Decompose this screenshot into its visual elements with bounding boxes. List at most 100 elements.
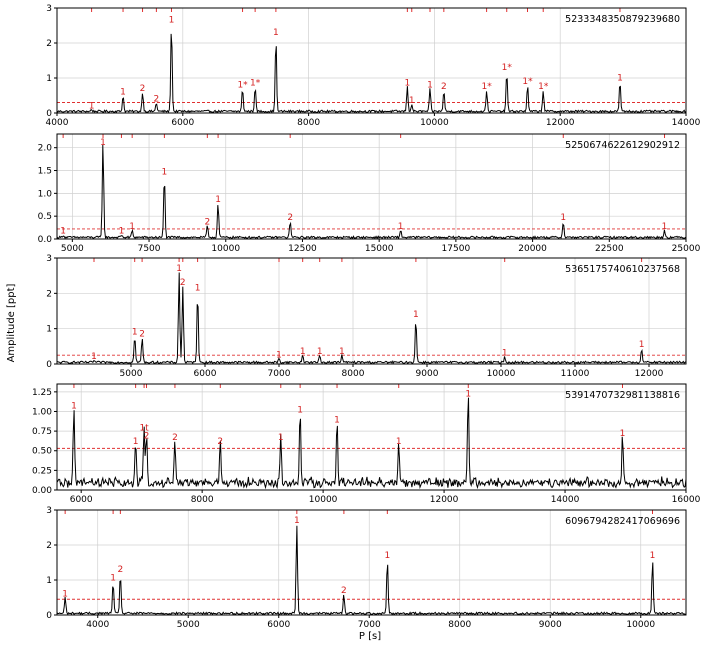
peak-label: 1 — [71, 401, 77, 411]
y-tick-label: 0.5 — [38, 212, 52, 222]
axes-frame — [56, 7, 687, 114]
peak-label: 1 — [278, 433, 284, 443]
x-tick-label: 22500 — [595, 244, 624, 254]
x-tick-label: 9000 — [539, 620, 562, 630]
peak-label: 1 — [110, 574, 116, 584]
y-tick-label: 0 — [46, 109, 52, 119]
x-tick-label: 6000 — [194, 369, 217, 379]
peak-label: 1 — [427, 80, 433, 90]
y-tick-label: 0.00 — [32, 486, 52, 496]
peak-label: 1 — [62, 589, 68, 599]
y-tick-label: 1 — [46, 74, 52, 84]
x-tick-label: 8000 — [297, 118, 320, 128]
y-tick-label: 1.0 — [38, 189, 53, 199]
peak-label: 1 — [620, 429, 626, 439]
x-tick-label: 12000 — [635, 369, 664, 379]
axes-frame — [56, 133, 687, 240]
y-tick-label: 1.25 — [32, 388, 52, 398]
peak-label: 1 — [297, 405, 303, 415]
axes-frame — [56, 509, 687, 616]
peak-label: 1 — [89, 101, 95, 111]
peak-label: 1 — [560, 213, 566, 223]
x-tick-label: 10000 — [626, 620, 655, 630]
x-tick-label: 5000 — [61, 244, 84, 254]
peak-label: 1 — [60, 227, 66, 237]
peak-label: 1 — [300, 347, 306, 357]
peak-label: 2 — [172, 433, 178, 443]
spectrum-line — [57, 525, 686, 615]
x-tick-label: 10000 — [211, 244, 240, 254]
peak-label: 1 — [273, 28, 279, 38]
peak-label: 1 — [404, 79, 410, 89]
peak-label: 1 — [162, 167, 168, 177]
peak-label: 1 — [133, 437, 139, 447]
y-tick-label: 0.75 — [32, 427, 52, 437]
panel-title: 6096794282417069696 — [565, 516, 680, 527]
y-tick-label: 0 — [46, 611, 52, 621]
peak-label: 2 — [204, 218, 210, 228]
peak-label: 1 — [502, 349, 508, 359]
x-tick-label: 17500 — [442, 244, 471, 254]
y-tick-label: 2.0 — [38, 144, 53, 154]
peak-label: 1* — [538, 82, 549, 92]
y-tick-label: 3 — [46, 4, 52, 14]
peak-label: 1 — [398, 222, 404, 232]
x-tick-label: 14000 — [551, 495, 580, 505]
spectrum-line — [57, 397, 686, 490]
peak-label: 2 — [117, 565, 123, 575]
axes-frame — [56, 383, 687, 491]
peak-label: 2 — [180, 278, 186, 288]
peak-label: 2 — [341, 586, 347, 596]
peak-label: 1* — [481, 82, 492, 92]
x-tick-label: 16000 — [672, 495, 701, 505]
figure-xlabel: P [s] — [359, 631, 381, 642]
y-tick-label: 2 — [46, 541, 52, 551]
peak-label: 1* — [522, 77, 533, 87]
peak-label: 1 — [91, 352, 97, 362]
x-tick-label: 12500 — [288, 244, 317, 254]
x-tick-label: 12000 — [546, 118, 575, 128]
y-tick-label: 1 — [46, 325, 52, 335]
spectrum-line — [57, 144, 686, 239]
x-tick-label: 10000 — [487, 369, 516, 379]
peak-label: 1 — [650, 551, 656, 561]
panel-title: 5391470732981138816 — [565, 390, 680, 401]
x-tick-label: 7000 — [358, 620, 381, 630]
peak-label: 1 — [176, 264, 182, 274]
peak-label: 1 — [384, 551, 390, 561]
y-tick-label: 2 — [46, 39, 52, 49]
peak-label: 1* — [250, 79, 261, 89]
peak-label: 1* — [237, 80, 248, 90]
peak-label: 1 — [396, 437, 402, 447]
y-tick-label: 0.0 — [38, 235, 53, 245]
peak-label: 1 — [413, 310, 419, 320]
x-tick-label: 6000 — [171, 118, 194, 128]
peak-label: 1 — [195, 283, 201, 293]
peak-label: 1 — [119, 227, 125, 237]
panel-title: 5233348350879239680 — [565, 14, 680, 25]
x-tick-label: 8000 — [448, 620, 471, 630]
peak-label: 1 — [129, 222, 135, 232]
x-tick-label: 10000 — [309, 495, 338, 505]
peak-label: 1 — [409, 96, 415, 106]
peak-label: 1 — [215, 195, 221, 205]
panel-title: 5250674622612902912 — [565, 140, 680, 151]
x-tick-label: 9000 — [416, 369, 439, 379]
peak-label: 2 — [287, 213, 293, 223]
x-tick-label: 8000 — [342, 369, 365, 379]
peak-label: 1 — [465, 390, 471, 400]
x-tick-label: 11000 — [561, 369, 590, 379]
peak-label: 1t — [139, 423, 149, 433]
y-tick-label: 0.25 — [32, 466, 52, 476]
peak-label: 1 — [617, 73, 623, 83]
y-tick-label: 3 — [46, 506, 52, 516]
peak-label: 2 — [441, 82, 447, 92]
peak-label: 2 — [144, 431, 150, 441]
x-tick-label: 20000 — [518, 244, 547, 254]
y-tick-label: 2 — [46, 289, 52, 299]
peak-label: 1 — [100, 138, 106, 148]
